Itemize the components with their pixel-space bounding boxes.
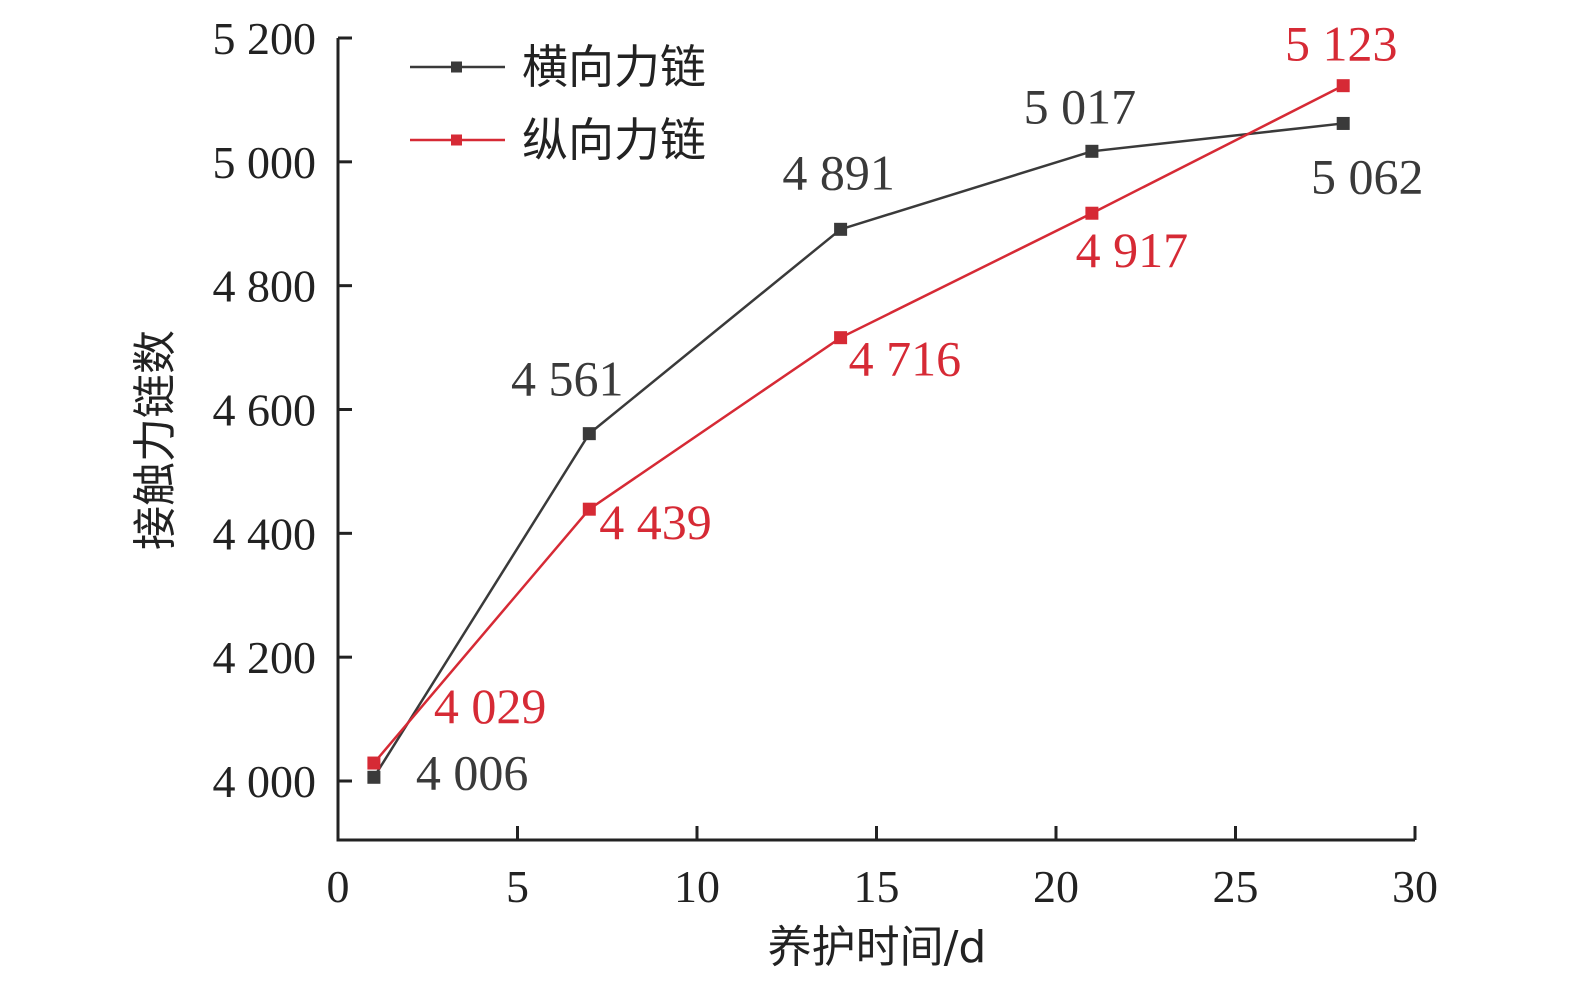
y-tick-label: 4 400 [213, 508, 317, 559]
data-point [1085, 144, 1099, 158]
data-labels: 4 006 4 561 4 891 5 017 5 062 4 029 4 439 4 716… [416, 16, 1424, 801]
data-point [367, 770, 381, 784]
data-point [1085, 206, 1099, 220]
data-label: 4 917 [1076, 222, 1189, 278]
legend-label: 纵向力链 [522, 113, 706, 167]
y-tick-label: 5 200 [213, 13, 317, 64]
legend-marker [451, 134, 462, 146]
data-label: 4 006 [416, 744, 529, 800]
data-point [834, 331, 848, 345]
y-tick-label: 4 000 [213, 756, 317, 807]
data-label: 5 123 [1285, 16, 1398, 72]
data-point [1336, 116, 1350, 130]
y-tick-label: 4 200 [213, 632, 317, 683]
series-2 [367, 79, 1350, 770]
series-1 [367, 116, 1350, 784]
data-point [367, 756, 381, 770]
y-tick-label: 4 600 [213, 385, 317, 436]
x-tick-label: 10 [674, 861, 720, 912]
data-point [582, 502, 596, 516]
x-axis-title: 养护时间/d [768, 922, 987, 973]
legend-item: 纵向力链 [410, 113, 706, 167]
series-layer [367, 79, 1350, 784]
y-axis-title: 接触力链数 [130, 330, 181, 550]
legend-item: 横向力链 [410, 40, 706, 94]
legend-marker [451, 61, 462, 73]
x-tick-label: 0 [327, 861, 350, 912]
data-label: 5 017 [1024, 78, 1137, 134]
data-label: 4 029 [434, 678, 547, 734]
y-tick-label: 5 000 [213, 137, 317, 188]
x-tick-label: 25 [1213, 861, 1259, 912]
x-tick-label: 15 [854, 861, 900, 912]
data-label: 4 716 [849, 331, 962, 387]
data-label: 4 891 [782, 144, 895, 200]
x-tick-label: 5 [506, 861, 529, 912]
x-tick-label: 20 [1033, 861, 1079, 912]
legend-label: 横向力链 [522, 40, 706, 94]
data-point [834, 222, 848, 236]
axes: 0 5 10 15 20 25 30 4 000 4 200 4 400 4 600 4 800 5 0… [213, 13, 1439, 912]
data-point [582, 427, 596, 441]
data-label: 4 561 [511, 351, 624, 407]
y-tick-label: 4 800 [213, 261, 317, 312]
x-tick-label: 30 [1392, 861, 1438, 912]
data-label: 4 439 [599, 494, 712, 550]
data-point [1336, 79, 1350, 93]
data-label: 5 062 [1311, 148, 1424, 204]
